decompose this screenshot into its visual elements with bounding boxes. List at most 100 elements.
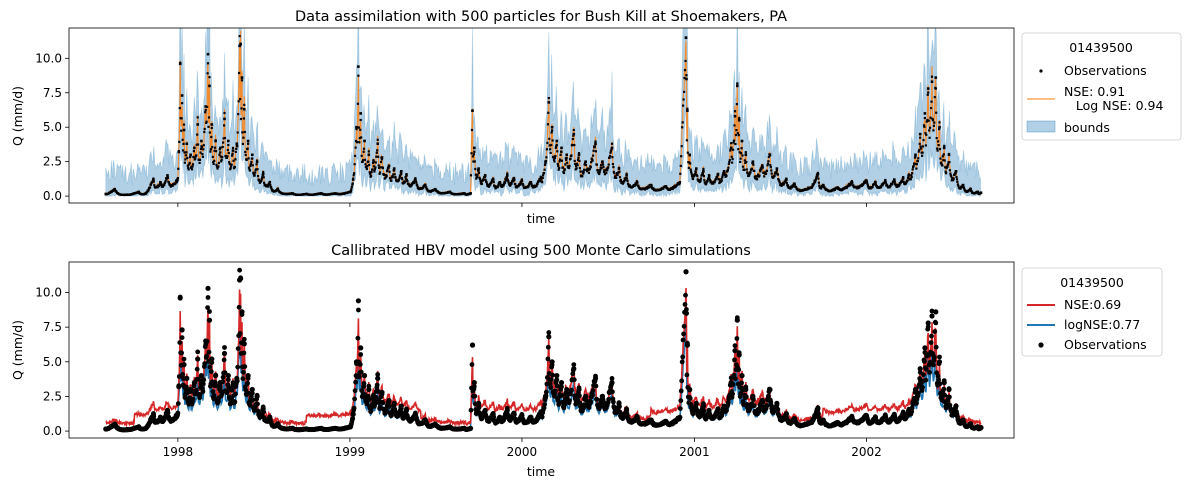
obs-point (164, 181, 167, 184)
obs-point (978, 425, 984, 431)
obs-point (209, 360, 215, 365)
obs-point (565, 158, 568, 161)
obs-point (627, 183, 630, 186)
obs-point (379, 160, 383, 164)
obs-point (546, 123, 549, 126)
obs-point (940, 162, 943, 165)
obs-point (233, 166, 236, 169)
obs-point (356, 307, 361, 313)
obs-point (569, 157, 572, 160)
obs-point (542, 393, 549, 399)
obs-point (955, 178, 959, 181)
obs-point (929, 126, 932, 129)
obs-point (371, 168, 374, 171)
obs-point (392, 173, 395, 176)
obs-point (390, 179, 393, 182)
obs-point (716, 176, 719, 179)
obs-point (700, 403, 707, 409)
obs-point (175, 180, 178, 183)
obs-point (234, 158, 237, 161)
obs-point (921, 151, 924, 154)
obs-point (610, 148, 613, 151)
obs-point (948, 161, 951, 164)
obs-point (693, 174, 696, 177)
obs-point (575, 167, 578, 170)
obs-point (232, 159, 235, 162)
obs-point (225, 373, 231, 379)
obs-point (664, 185, 667, 188)
obs-point (775, 407, 781, 412)
obs-point (570, 154, 573, 157)
obs-point (193, 146, 196, 150)
obs-point (740, 152, 743, 155)
obs-point (774, 400, 780, 406)
y-tick-label: 2.5 (43, 389, 62, 403)
obs-point (500, 183, 503, 187)
obs-point (240, 79, 244, 82)
obs-point (530, 182, 533, 186)
obs-point (689, 168, 692, 171)
obs-point (355, 335, 361, 341)
obs-point (888, 186, 891, 189)
obs-point (275, 421, 281, 427)
obs-point (551, 129, 554, 132)
obs-point (924, 144, 927, 147)
obs-point (236, 304, 242, 310)
obs-point (547, 101, 551, 104)
obs-point (381, 167, 384, 170)
obs-point (521, 183, 524, 186)
obs-point (947, 153, 951, 157)
obs-point (483, 174, 487, 177)
obs-point (355, 128, 358, 131)
obs-point (557, 168, 560, 171)
obs-point (334, 192, 337, 195)
obs-point (614, 175, 617, 178)
obs-point (757, 173, 760, 176)
obs-point (684, 372, 690, 378)
obs-point (414, 180, 417, 183)
obs-point (179, 350, 185, 356)
obs-point (921, 145, 925, 148)
obs-point (361, 381, 367, 386)
obs-point (469, 192, 472, 195)
obs-point (358, 352, 364, 357)
obs-point (398, 177, 401, 180)
obs-point (765, 169, 769, 172)
obs-point (926, 118, 929, 122)
obs-point (230, 382, 236, 388)
obs-point (235, 142, 239, 145)
obs-point (222, 345, 227, 350)
obs-point (492, 180, 495, 184)
obs-point (217, 384, 223, 390)
obs-point (208, 131, 211, 134)
obs-point (417, 186, 420, 189)
obs-point (674, 186, 677, 189)
obs-point (517, 185, 520, 188)
obs-point (367, 160, 370, 163)
obs-point (186, 164, 189, 167)
obs-point (380, 156, 384, 159)
obs-point (225, 377, 231, 383)
obs-point (149, 183, 153, 186)
obs-point (509, 184, 512, 187)
obs-point (245, 373, 251, 379)
obs-point (686, 151, 689, 154)
obs-point (558, 166, 561, 169)
obs-point (196, 123, 199, 126)
obs-point (204, 108, 207, 112)
obs-point (251, 153, 254, 157)
obs-point (736, 132, 739, 135)
obs-point (716, 172, 720, 176)
obs-point (349, 190, 352, 194)
obs-point (625, 172, 628, 175)
obs-point (201, 155, 204, 158)
obs-point (539, 176, 543, 180)
obs-point (769, 166, 772, 169)
obs-point (203, 338, 209, 344)
obs-point (911, 172, 914, 175)
obs-point (166, 174, 169, 177)
obs-point (571, 138, 574, 141)
obs-point (177, 340, 183, 345)
obs-point (901, 180, 904, 183)
obs-point (767, 155, 770, 159)
